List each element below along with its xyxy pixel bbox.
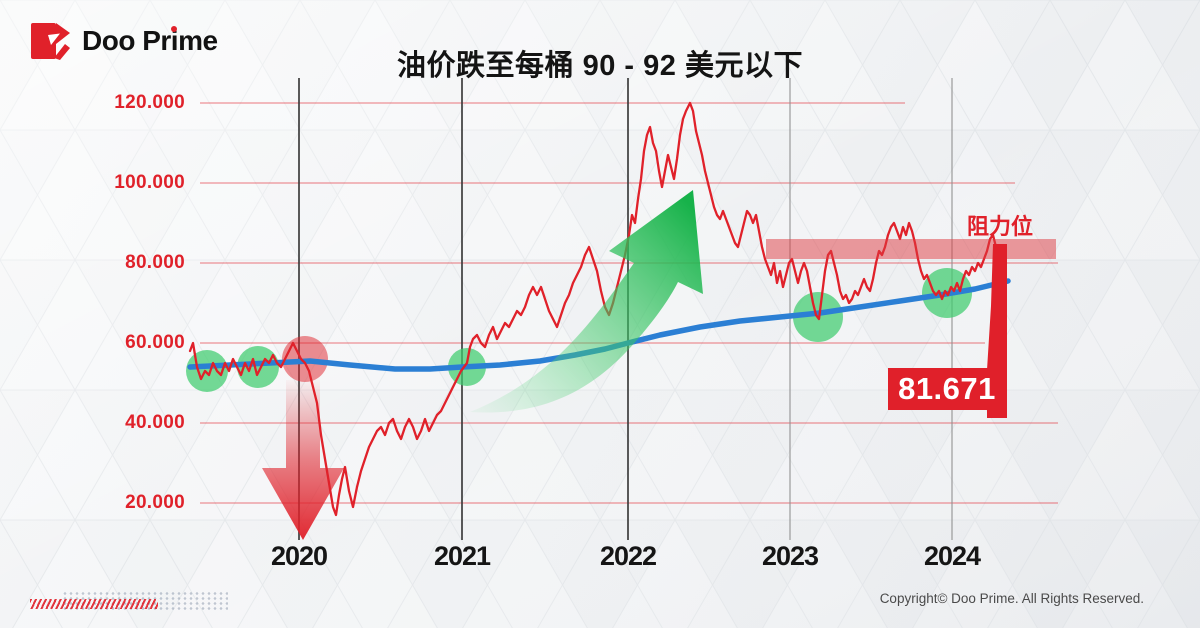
resistance-band [766, 239, 1056, 259]
crash-down-arrow [262, 380, 344, 540]
y-axis-label-120: 120.000 [114, 92, 185, 113]
x-axis-label-2021: 2021 [433, 541, 491, 571]
green-circle-1 [237, 346, 279, 388]
resistance-level-label: 阻力位 [966, 214, 1033, 239]
x-axis-label-2023: 2023 [761, 541, 819, 571]
logo-text-part3: me [178, 25, 218, 56]
rally-up-arrow [470, 190, 703, 413]
chart-title: 油价跌至每桶 90 - 92 美元以下 [397, 50, 803, 82]
resistance-band-group [766, 239, 1056, 259]
x-axis-label-2024: 2024 [923, 541, 981, 571]
y-axis-label-80: 80.000 [125, 252, 185, 273]
y-axis-label-60: 60.000 [125, 332, 185, 353]
current-price-callout: 81.671 [888, 368, 1006, 410]
x-axis-label-2022: 2022 [599, 541, 657, 571]
trend-arrows-group [262, 190, 703, 540]
doo-prime-logo: Doo Pr i me [30, 21, 218, 61]
doo-prime-logo-text: Doo Pr i me [82, 25, 218, 57]
logo-text-part1: Doo Pr [82, 25, 171, 56]
doo-prime-logo-icon [31, 23, 70, 60]
y-axis-label-40: 40.000 [125, 412, 185, 433]
red-hatch-decoration [30, 599, 158, 609]
logo-text-part2: i [170, 25, 179, 56]
y-axis-label-20: 20.000 [125, 492, 185, 513]
copyright-text: Copyright© Doo Prime. All Rights Reserve… [879, 591, 1144, 606]
y-axis-label-100: 100.000 [114, 172, 185, 193]
x-axis-label-2020: 2020 [270, 541, 328, 571]
